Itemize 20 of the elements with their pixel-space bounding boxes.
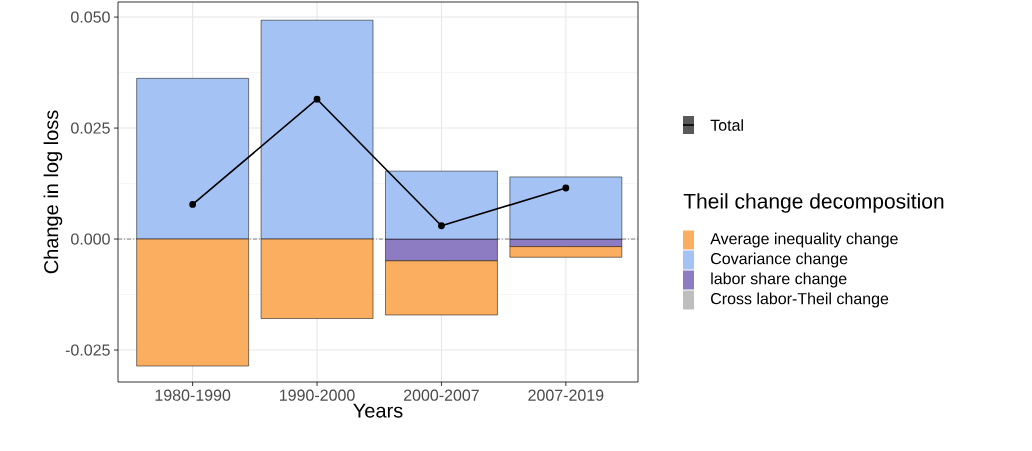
x-axis-title: Years [353, 403, 403, 418]
y-tick-label: 0.025 [71, 122, 110, 134]
y-tick-label: -0.025 [65, 344, 110, 356]
legend-label: Total [710, 119, 743, 131]
y-axis-title: Change in log loss [43, 110, 63, 274]
legend-label: Covariance change [711, 252, 848, 268]
point [438, 222, 445, 230]
legend-title: Theil change decomposition [683, 193, 944, 213]
legend-label: Cross labor-Theil change [711, 292, 889, 308]
point [562, 184, 570, 192]
legend-label: labor share change [711, 272, 847, 288]
point [313, 95, 321, 103]
legend-label: Average inequality change [710, 232, 898, 248]
x-tick-label: 1990-2000 [280, 389, 355, 401]
point [189, 201, 197, 208]
y-tick-label: 0.050 [71, 11, 110, 23]
y-tick-label: 0.000 [71, 233, 110, 245]
x-tick-label: 2000-2007 [403, 389, 479, 401]
x-tick-label: 2007-2019 [528, 389, 604, 401]
x-tick-label: 1980-1990 [155, 389, 231, 401]
